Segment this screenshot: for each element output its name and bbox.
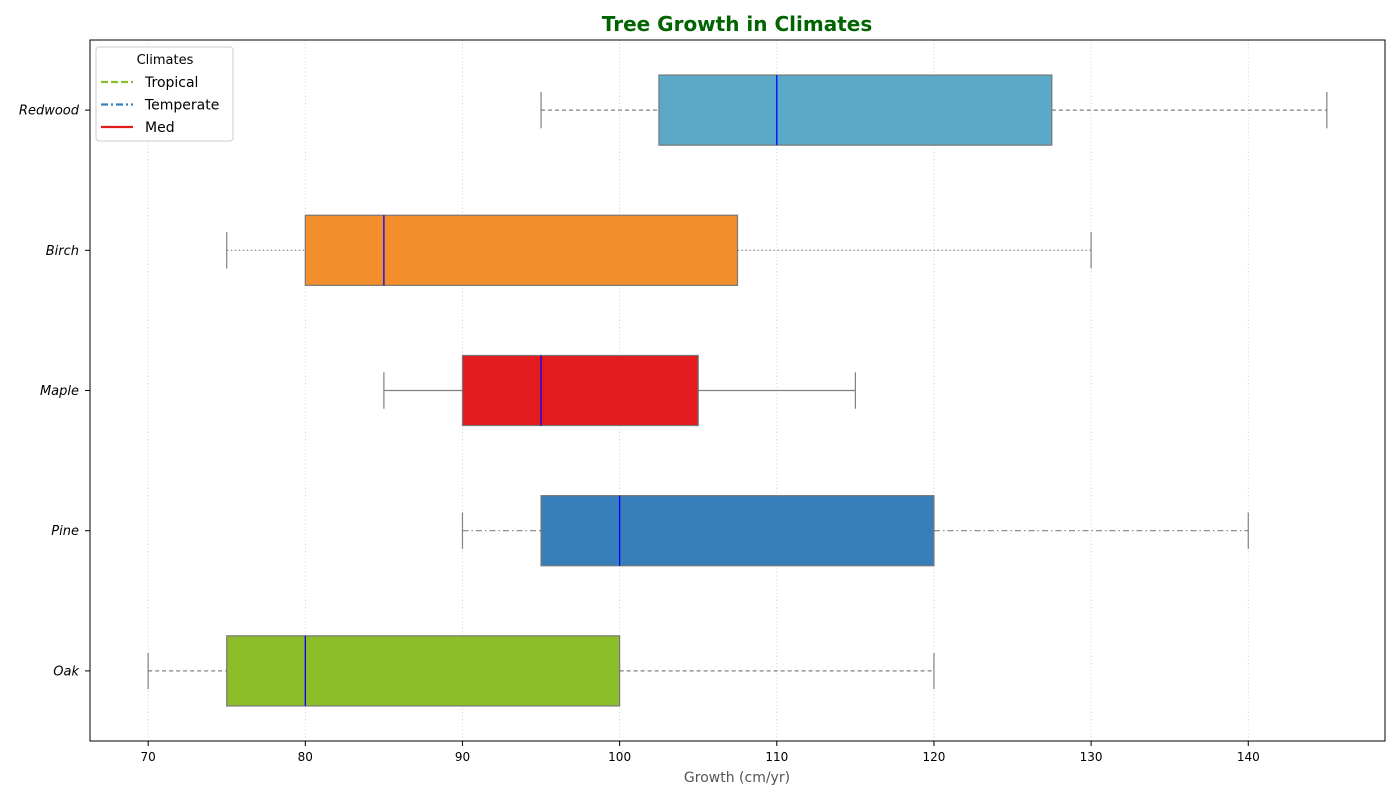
x-tick-label: 140 bbox=[1237, 750, 1260, 764]
iqr-box bbox=[540, 495, 935, 567]
y-tick-label: Redwood bbox=[19, 104, 80, 119]
legend-entries: Tropical Temperate Med bbox=[101, 75, 219, 136]
legend-title: Climates bbox=[137, 53, 194, 68]
box-birch bbox=[226, 214, 1092, 286]
iqr-box bbox=[226, 635, 621, 707]
box-maple bbox=[383, 354, 856, 427]
x-tick-label: 110 bbox=[765, 750, 788, 764]
y-tick-label: Birch bbox=[46, 244, 79, 259]
iqr-box bbox=[461, 354, 699, 427]
iqr-box bbox=[658, 74, 1053, 146]
chart-title: Tree Growth in Climates bbox=[602, 12, 872, 36]
x-tick-label: 130 bbox=[1080, 750, 1103, 764]
y-tick-label: Maple bbox=[40, 384, 79, 399]
x-tick-label: 80 bbox=[298, 750, 313, 764]
x-tick-label: 120 bbox=[922, 750, 945, 764]
iqr-box bbox=[304, 214, 739, 286]
legend-label-med: Med bbox=[145, 120, 175, 136]
y-tick-label: Oak bbox=[53, 664, 79, 679]
legend: Climates Tropical Temperate Med bbox=[95, 46, 234, 142]
x-tick-label: 70 bbox=[141, 750, 156, 764]
box-redwood bbox=[540, 74, 1328, 146]
legend-label-temperate: Temperate bbox=[144, 98, 219, 114]
box-pine bbox=[461, 495, 1249, 567]
x-tick-label: 100 bbox=[608, 750, 631, 764]
legend-label-tropical: Tropical bbox=[144, 75, 198, 91]
box-layer bbox=[147, 74, 1328, 707]
x-tick-label: 90 bbox=[455, 750, 470, 764]
axis-layer: 70 80 90 100 110 120 130 140 Oak Pine Maple Birch Re… bbox=[19, 104, 1260, 764]
x-axis-label: Growth (cm/yr) bbox=[684, 770, 790, 786]
y-tick-label: Pine bbox=[51, 524, 79, 539]
legend-frame bbox=[95, 46, 234, 142]
box-oak bbox=[147, 635, 935, 707]
